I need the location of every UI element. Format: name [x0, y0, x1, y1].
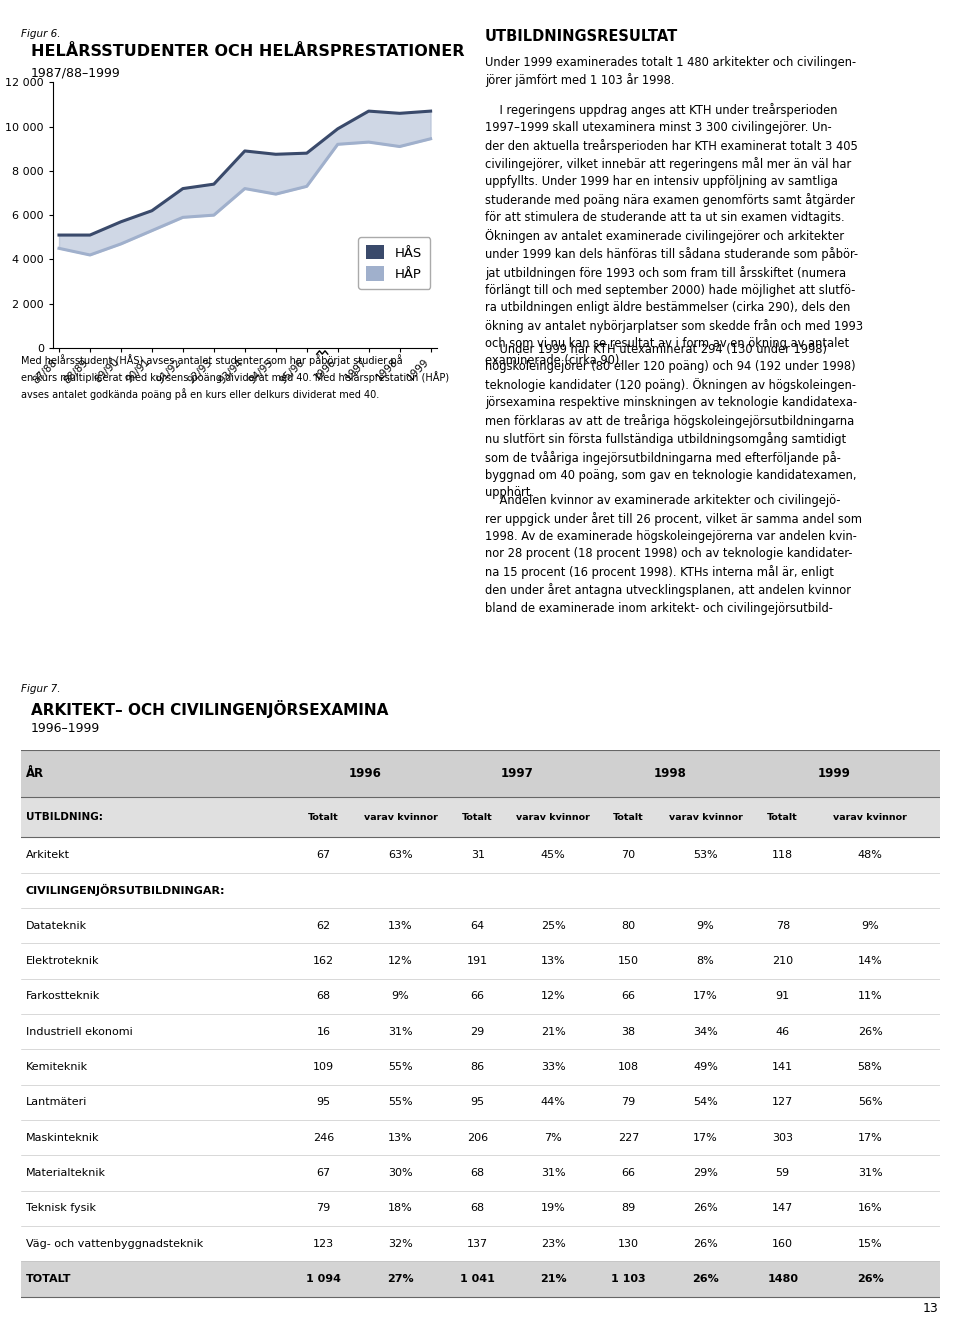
Bar [21, 1262, 940, 1296]
Text: 95: 95 [470, 1097, 485, 1108]
Bar [21, 1226, 940, 1262]
Text: 147: 147 [772, 1203, 793, 1214]
Text: 38: 38 [621, 1027, 636, 1037]
Bar [21, 1120, 940, 1155]
Text: 80: 80 [621, 920, 636, 931]
Text: 29: 29 [470, 1027, 485, 1037]
Text: 67: 67 [316, 850, 330, 861]
Text: 150: 150 [618, 956, 639, 965]
Bar [21, 872, 940, 908]
Bar [21, 943, 940, 979]
Text: 162: 162 [313, 956, 334, 965]
Text: 26%: 26% [857, 1027, 882, 1037]
Text: 12%: 12% [540, 992, 565, 1001]
Text: Under 1999 har KTH utexaminerat 294 (130 under 1998)
högskoleingejörer (80 eller: Under 1999 har KTH utexaminerat 294 (130… [485, 343, 857, 499]
Text: 16: 16 [317, 1027, 330, 1037]
Text: Materialteknik: Materialteknik [26, 1169, 106, 1178]
Text: 15%: 15% [857, 1239, 882, 1248]
Text: 70: 70 [621, 850, 636, 861]
Text: 53%: 53% [693, 850, 718, 861]
Text: 64: 64 [470, 920, 485, 931]
Text: UTBILDNING:: UTBILDNING: [26, 813, 103, 822]
Text: 210: 210 [772, 956, 793, 965]
Text: 9%: 9% [392, 992, 409, 1001]
Text: 31%: 31% [388, 1027, 413, 1037]
Text: 130: 130 [618, 1239, 639, 1248]
Text: TOTALT: TOTALT [26, 1274, 71, 1284]
Text: 63%: 63% [388, 850, 413, 861]
Text: 7%: 7% [544, 1133, 562, 1143]
Text: Väg- och vattenbyggnadsteknik: Väg- och vattenbyggnadsteknik [26, 1239, 203, 1248]
Text: varav kvinnor: varav kvinnor [364, 813, 438, 822]
Bar [21, 979, 940, 1015]
Text: 68: 68 [316, 992, 330, 1001]
Text: 1 103: 1 103 [612, 1274, 646, 1284]
Text: 68: 68 [470, 1169, 485, 1178]
Text: 16%: 16% [857, 1203, 882, 1214]
Text: I regeringens uppdrag anges att KTH under treårsperioden
1997–1999 skall utexami: I regeringens uppdrag anges att KTH unde… [485, 102, 863, 367]
Text: Totalt: Totalt [767, 813, 798, 822]
Text: 86: 86 [470, 1062, 485, 1072]
Text: 30%: 30% [388, 1169, 413, 1178]
Text: 1 041: 1 041 [460, 1274, 495, 1284]
Bar [21, 1015, 940, 1049]
Text: CIVILINGENJÖRSUTBILDNINGAR:: CIVILINGENJÖRSUTBILDNINGAR: [26, 884, 226, 896]
Text: 26%: 26% [692, 1274, 719, 1284]
Text: 33%: 33% [540, 1062, 565, 1072]
Text: 23%: 23% [540, 1239, 565, 1248]
Text: 9%: 9% [697, 920, 714, 931]
Bar [21, 1085, 940, 1120]
Text: 21%: 21% [540, 1274, 566, 1284]
Text: 137: 137 [468, 1239, 489, 1248]
Text: 66: 66 [470, 992, 485, 1001]
Text: Lantmäteri: Lantmäteri [26, 1097, 87, 1108]
Text: 17%: 17% [693, 992, 718, 1001]
Text: 1480: 1480 [767, 1274, 798, 1284]
Text: UTBILDNINGSRESULTAT: UTBILDNINGSRESULTAT [485, 29, 678, 44]
Text: ÅR: ÅR [26, 768, 44, 781]
Bar [21, 750, 940, 797]
Text: 31%: 31% [540, 1169, 565, 1178]
Text: 27%: 27% [387, 1274, 414, 1284]
Text: Totalt: Totalt [463, 813, 493, 822]
Text: 66: 66 [621, 992, 636, 1001]
Text: 127: 127 [772, 1097, 793, 1108]
Text: 1998: 1998 [654, 768, 686, 781]
Text: 118: 118 [772, 850, 793, 861]
Bar [21, 838, 940, 872]
Text: Maskinteknik: Maskinteknik [26, 1133, 99, 1143]
Text: Med helårsstudent (HÅS) avses antalet studenter som har påbörjat studier på
en k: Med helårsstudent (HÅS) avses antalet st… [21, 355, 449, 400]
Text: 1987/88–1999: 1987/88–1999 [31, 66, 120, 80]
Text: 227: 227 [617, 1133, 639, 1143]
Text: 8%: 8% [697, 956, 714, 965]
Text: 26%: 26% [693, 1239, 718, 1248]
Text: 78: 78 [776, 920, 790, 931]
Text: 66: 66 [621, 1169, 636, 1178]
Text: 34%: 34% [693, 1027, 718, 1037]
Bar [21, 1191, 940, 1226]
Text: 13: 13 [924, 1301, 939, 1315]
Text: 21%: 21% [540, 1027, 565, 1037]
Text: 17%: 17% [693, 1133, 718, 1143]
Text: 91: 91 [776, 992, 790, 1001]
Text: 67: 67 [316, 1169, 330, 1178]
Text: Totalt: Totalt [613, 813, 644, 822]
Text: 45%: 45% [540, 850, 565, 861]
Text: 108: 108 [618, 1062, 639, 1072]
Text: 1996–1999: 1996–1999 [31, 722, 100, 736]
Text: 17%: 17% [857, 1133, 882, 1143]
Text: 62: 62 [316, 920, 330, 931]
Text: 13%: 13% [388, 1133, 413, 1143]
Text: Arkitekt: Arkitekt [26, 850, 70, 861]
Text: 1996: 1996 [348, 768, 381, 781]
Text: 29%: 29% [693, 1169, 718, 1178]
Text: Datateknik: Datateknik [26, 920, 86, 931]
Text: 123: 123 [313, 1239, 334, 1248]
Text: 18%: 18% [388, 1203, 413, 1214]
Text: 44%: 44% [540, 1097, 565, 1108]
Text: 246: 246 [313, 1133, 334, 1143]
Text: 58%: 58% [857, 1062, 882, 1072]
Text: 206: 206 [468, 1133, 489, 1143]
Text: Andelen kvinnor av examinerade arkitekter och civilingejö-
rer uppgick under åre: Andelen kvinnor av examinerade arkitekte… [485, 494, 862, 615]
Bar [21, 797, 940, 838]
